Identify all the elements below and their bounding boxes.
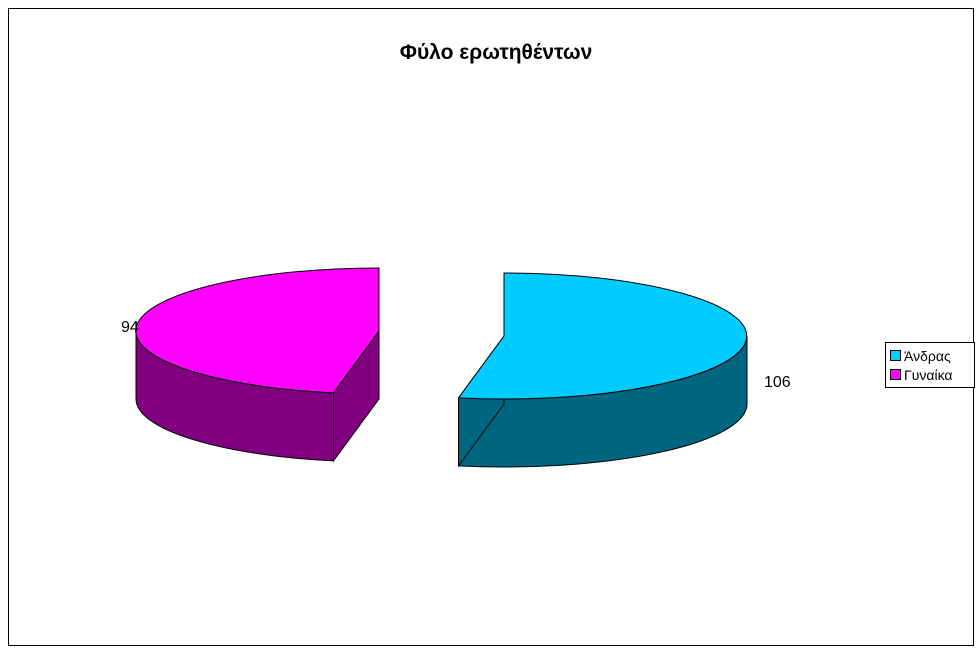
pie-top-face — [457, 272, 748, 400]
legend-swatch-gynaika — [890, 369, 901, 380]
pie-top-face — [135, 267, 380, 394]
pie-chart-plot: Φύλο ερωτηθέντων 106 94 — [121, 41, 791, 468]
legend-item-andras: Άνδρας — [890, 346, 974, 365]
pie-slices — [135, 267, 748, 468]
legend-label-andras: Άνδρας — [904, 347, 951, 364]
chart-title: Φύλο ερωτηθέντων — [400, 41, 593, 64]
data-label-gynaika: 94 — [121, 319, 139, 336]
pie-slice-gynaika — [135, 267, 380, 463]
data-labels: 106 94 — [121, 319, 791, 391]
chart-area: Φύλο ερωτηθέντων 106 94 Άνδρας Γυναίκα — [8, 8, 975, 646]
data-label-andras: 106 — [764, 374, 791, 391]
legend-swatch-andras — [890, 350, 901, 361]
legend-label-gynaika: Γυναίκα — [904, 366, 953, 383]
pie-slice-andras — [457, 272, 748, 468]
legend-item-gynaika: Γυναίκα — [890, 365, 974, 384]
legend: Άνδρας Γυναίκα — [885, 342, 975, 388]
